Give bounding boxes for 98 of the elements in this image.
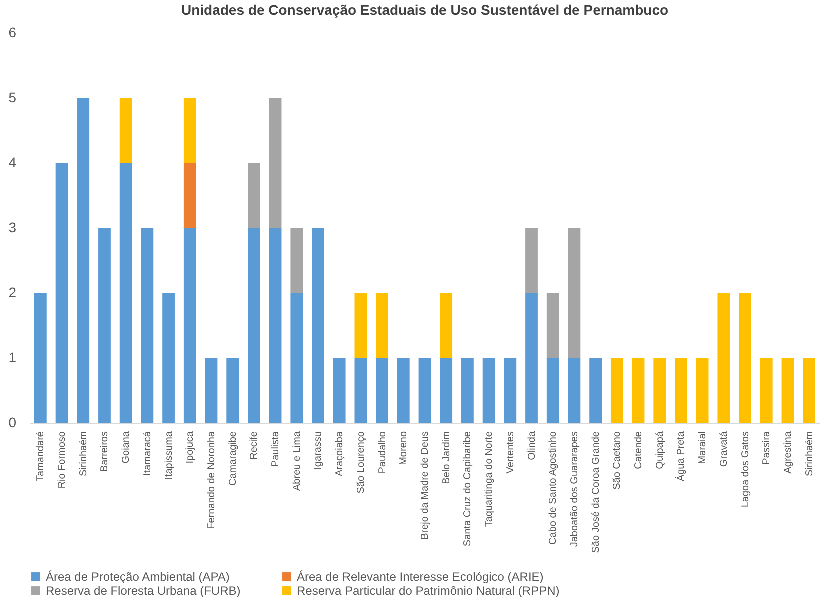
bar bbox=[610, 358, 624, 423]
legend-label: Reserva de Floresta Urbana (FURB) bbox=[46, 584, 241, 598]
bar bbox=[34, 293, 47, 423]
x-tick-label: Quipapá bbox=[654, 431, 666, 470]
y-tick-label: 1 bbox=[8, 350, 17, 366]
bar bbox=[141, 228, 154, 423]
y-tick-label: 6 bbox=[8, 24, 17, 40]
bar bbox=[98, 228, 111, 423]
x-tick-label: Rio Formoso bbox=[57, 431, 68, 489]
bar bbox=[77, 98, 90, 423]
x-tick-label: Sirinhaém bbox=[78, 432, 90, 477]
bar bbox=[546, 293, 560, 358]
bar bbox=[312, 228, 324, 423]
bar bbox=[120, 163, 132, 423]
bar bbox=[632, 358, 645, 423]
bar bbox=[397, 358, 410, 423]
x-tick-label: Barreiros bbox=[100, 432, 111, 472]
x-tick-label: Passira bbox=[762, 431, 773, 465]
bar bbox=[269, 98, 282, 228]
bar bbox=[504, 358, 517, 423]
x-tick-label: Agrestina bbox=[782, 431, 794, 474]
x-tick-label: Catende bbox=[634, 431, 645, 470]
bar bbox=[739, 293, 752, 423]
x-tick-label: Itamaracá bbox=[142, 431, 154, 476]
bar bbox=[418, 358, 432, 423]
x-tick-label: Ipojuca bbox=[185, 431, 196, 464]
chart-title: Unidades de Conservação Estaduais de Uso Sustentável de Pernambuco bbox=[181, 2, 669, 18]
bar bbox=[526, 293, 538, 423]
bar bbox=[226, 358, 240, 423]
x-tick-label: Moreno bbox=[398, 431, 410, 466]
bar bbox=[440, 358, 453, 423]
x-tick-label: São Lourenço bbox=[356, 431, 367, 494]
bar bbox=[482, 358, 496, 423]
x-tick-label: Taquaritinga do Norte bbox=[484, 431, 496, 528]
x-tick-label: Igarassu bbox=[313, 432, 324, 470]
bar bbox=[803, 358, 816, 423]
y-tick-label: 3 bbox=[8, 220, 17, 236]
x-tick-label: Paudalho bbox=[377, 431, 388, 474]
bar bbox=[376, 293, 388, 358]
legend-label: Reserva Particular do Patrimônio Natural (RPPN) bbox=[297, 584, 560, 598]
x-tick-label: Vertentes bbox=[505, 432, 516, 474]
bar bbox=[184, 163, 196, 228]
bar bbox=[269, 228, 282, 423]
x-tick-label: Araçoiaba bbox=[334, 431, 346, 477]
bar bbox=[248, 228, 260, 423]
bar bbox=[354, 358, 368, 423]
bar bbox=[568, 228, 581, 358]
bar bbox=[205, 358, 218, 423]
legend-label: Área de Relevante Interesse Ecológico (ARIE) bbox=[297, 570, 544, 584]
bar bbox=[184, 228, 196, 423]
x-tick-label: Recife bbox=[249, 431, 260, 460]
x-tick-label: São Caetano bbox=[612, 431, 624, 490]
x-tick-label: Cabo de Santo Agostinho bbox=[548, 431, 560, 545]
y-tick-label: 0 bbox=[8, 414, 17, 430]
x-tick-label: Água Preta bbox=[675, 431, 688, 482]
bar bbox=[440, 293, 453, 358]
bar bbox=[675, 358, 688, 423]
x-tick-label: Itapissuma bbox=[164, 431, 175, 480]
bar bbox=[184, 98, 196, 163]
bar bbox=[290, 293, 304, 423]
x-tick-label: Fernando de Noronha bbox=[206, 431, 218, 530]
x-tick-label: Camaragibe bbox=[228, 431, 239, 486]
x-tick-label: Olinda bbox=[526, 431, 538, 460]
x-tick-label: Gravatá bbox=[718, 431, 730, 468]
bar bbox=[248, 163, 260, 228]
x-tick-label: Goiana bbox=[121, 431, 132, 464]
x-tick-label: Maraial bbox=[698, 432, 709, 464]
x-tick-label: Lagoa dos Gatos bbox=[740, 432, 752, 508]
bar bbox=[120, 98, 132, 163]
y-tick-label: 4 bbox=[8, 154, 17, 170]
x-tick-label: Paulista bbox=[270, 431, 282, 468]
bar bbox=[696, 358, 709, 423]
x-tick-label: Belo Jardim bbox=[441, 432, 452, 484]
bar bbox=[718, 293, 730, 423]
x-tick-label: Jaboatão dos Guararapes bbox=[569, 432, 580, 548]
x-tick-label: Tamandaré bbox=[36, 431, 47, 482]
bar bbox=[376, 358, 388, 423]
x-tick-label: Abreu e Lima bbox=[292, 431, 303, 491]
bar bbox=[526, 228, 538, 293]
bar bbox=[546, 358, 560, 423]
bar bbox=[56, 163, 68, 423]
bar bbox=[290, 228, 304, 293]
bar bbox=[590, 358, 602, 423]
x-tick-label: Brejo da Madre de Deus bbox=[420, 432, 431, 540]
bar bbox=[568, 358, 581, 423]
bar bbox=[354, 293, 368, 358]
bar bbox=[333, 358, 346, 423]
x-tick-label: São José da Coroa Grande bbox=[590, 431, 602, 554]
bar bbox=[462, 358, 474, 423]
x-tick-label: Santa Cruz do Capibaribe bbox=[462, 431, 474, 547]
y-tick-label: 2 bbox=[8, 284, 17, 300]
bar bbox=[162, 293, 175, 423]
y-tick-label: 5 bbox=[8, 90, 17, 106]
bar bbox=[782, 358, 794, 423]
legend-label: Área de Proteção Ambiental (APA) bbox=[46, 570, 230, 584]
bar bbox=[760, 358, 773, 423]
bar bbox=[654, 358, 666, 423]
x-tick-label: Sirinhaém bbox=[804, 432, 816, 477]
